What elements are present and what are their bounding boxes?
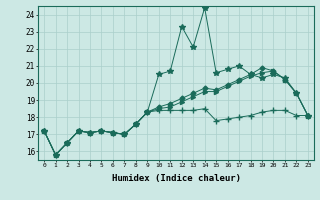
X-axis label: Humidex (Indice chaleur): Humidex (Indice chaleur) — [111, 174, 241, 183]
